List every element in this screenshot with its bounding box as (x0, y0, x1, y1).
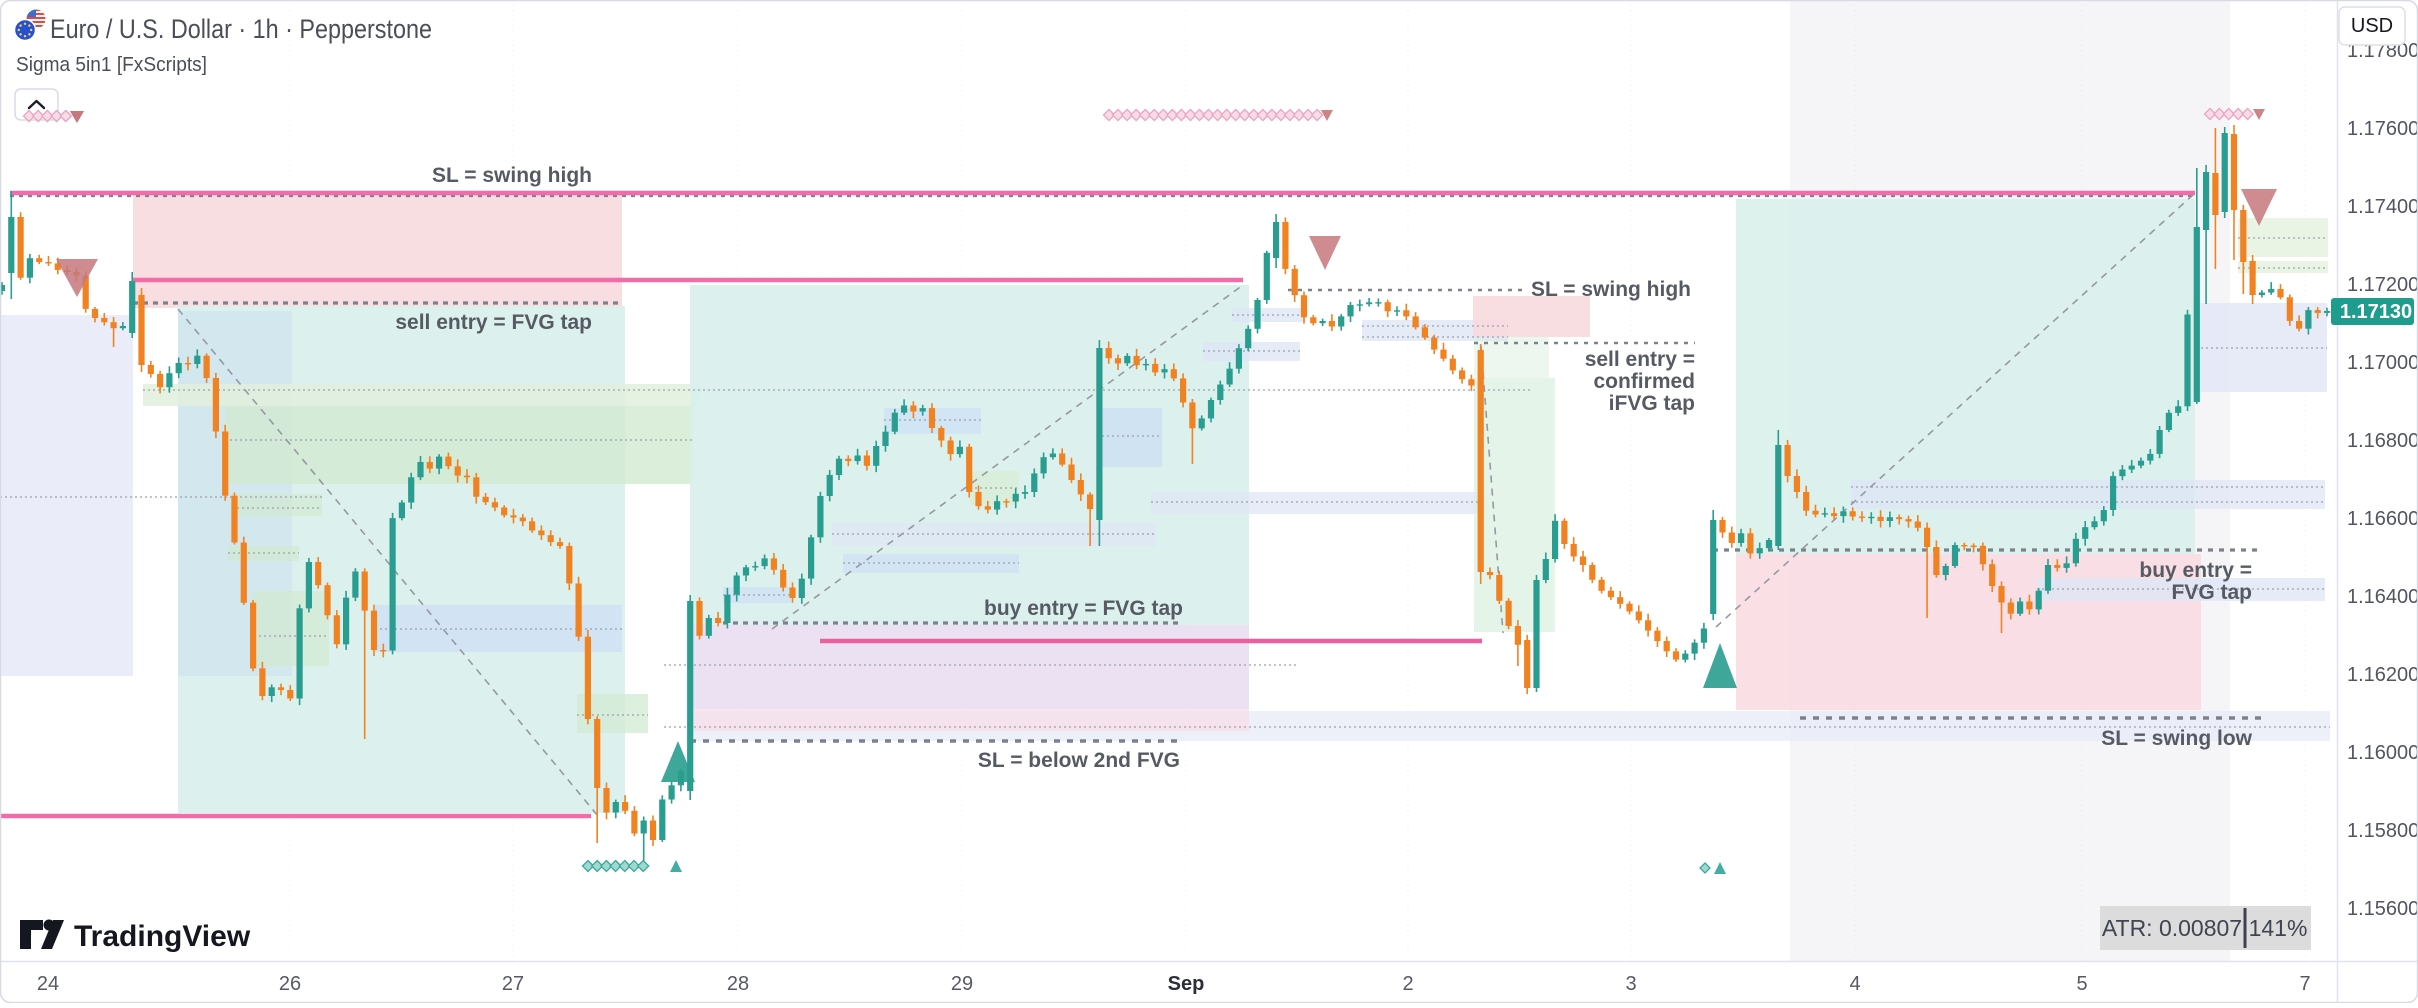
svg-text:1.16400: 1.16400 (2347, 586, 2418, 608)
svg-text:5: 5 (2076, 973, 2087, 995)
svg-text:1.15800: 1.15800 (2347, 820, 2418, 842)
svg-text:ATR: 0.00807: ATR: 0.00807 (2102, 915, 2242, 941)
svg-text:1.15600: 1.15600 (2347, 898, 2418, 920)
svg-text:sell entry =: sell entry = (1585, 348, 1695, 371)
svg-text:SL = swing low: SL = swing low (2101, 727, 2252, 750)
svg-text:1.16800: 1.16800 (2347, 430, 2418, 452)
svg-text:1.17200: 1.17200 (2347, 274, 2418, 296)
svg-text:SL = swing high: SL = swing high (432, 164, 592, 187)
svg-text:141%: 141% (2249, 915, 2308, 941)
svg-text:4: 4 (1849, 973, 1860, 995)
svg-text:TradingView: TradingView (74, 920, 251, 953)
svg-text:27: 27 (502, 973, 524, 995)
svg-text:Sep: Sep (1168, 973, 1205, 995)
svg-text:USD: USD (2351, 15, 2393, 37)
svg-text:SL = below 2nd FVG: SL = below 2nd FVG (978, 749, 1180, 772)
svg-text:7: 7 (2299, 973, 2310, 995)
svg-text:1.17130: 1.17130 (2340, 301, 2412, 323)
svg-text:1.16000: 1.16000 (2347, 742, 2418, 764)
svg-text:2: 2 (1402, 973, 1413, 995)
svg-text:1.17600: 1.17600 (2347, 118, 2418, 140)
svg-text:1.16200: 1.16200 (2347, 664, 2418, 686)
svg-text:1.17400: 1.17400 (2347, 196, 2418, 218)
svg-text:buy entry = FVG tap: buy entry = FVG tap (984, 597, 1183, 620)
svg-text:buy entry =: buy entry = (2139, 559, 2252, 582)
svg-text:sell entry = FVG tap: sell entry = FVG tap (395, 311, 592, 334)
svg-text:26: 26 (279, 973, 301, 995)
svg-text:Euro / U.S. Dollar · 1h · Pepp: Euro / U.S. Dollar · 1h · Pepperstone (50, 14, 432, 44)
svg-text:24: 24 (37, 973, 59, 995)
svg-text:29: 29 (951, 973, 973, 995)
svg-text:1.17000: 1.17000 (2347, 352, 2418, 374)
svg-text:28: 28 (727, 973, 749, 995)
svg-text:SL = swing high: SL = swing high (1531, 278, 1691, 301)
svg-text:Sigma 5in1 [FxScripts]: Sigma 5in1 [FxScripts] (16, 54, 207, 76)
svg-text:3: 3 (1625, 973, 1636, 995)
svg-text:FVG tap: FVG tap (2171, 581, 2252, 604)
svg-text:1.16600: 1.16600 (2347, 508, 2418, 530)
svg-text:iFVG tap: iFVG tap (1609, 392, 1695, 415)
svg-text:confirmed: confirmed (1593, 370, 1695, 393)
